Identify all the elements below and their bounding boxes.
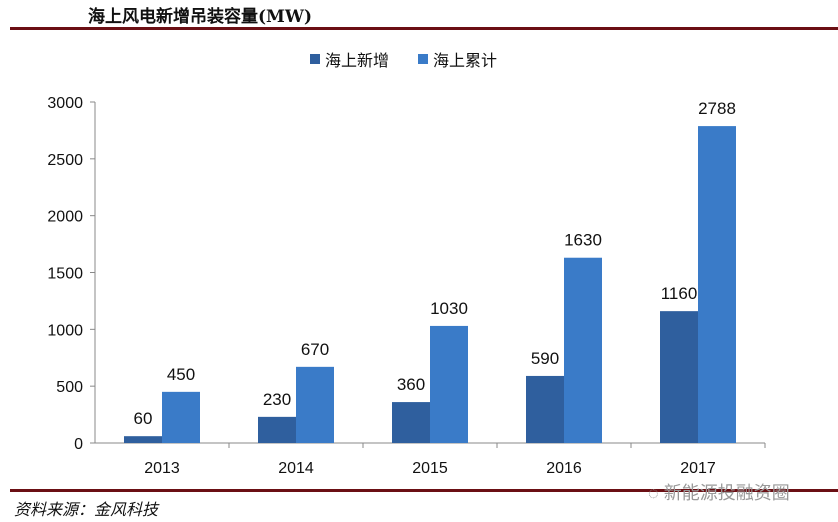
source-note: 资料来源：金风科技 bbox=[14, 500, 159, 519]
data-label: 450 bbox=[167, 365, 195, 384]
x-tick-label: 2017 bbox=[680, 460, 716, 477]
x-tick-label: 2014 bbox=[278, 460, 314, 477]
y-tick-label: 2500 bbox=[47, 152, 83, 169]
x-tick-label: 2013 bbox=[144, 460, 180, 477]
bar-new bbox=[526, 375, 564, 443]
y-tick-label: 3000 bbox=[47, 95, 83, 112]
bar-new bbox=[258, 416, 296, 443]
bottom-divider bbox=[10, 489, 838, 492]
data-label: 230 bbox=[263, 390, 291, 409]
legend-swatch bbox=[418, 54, 428, 64]
page-title: 海上风电新增吊装容量(MW) bbox=[88, 7, 312, 27]
wechat-icon: ◌ bbox=[648, 483, 659, 503]
y-tick-label: 500 bbox=[56, 379, 83, 396]
data-label: 590 bbox=[531, 349, 559, 368]
bar-cumulative bbox=[430, 325, 468, 443]
legend-label: 海上新增 bbox=[325, 52, 389, 70]
legend-swatch bbox=[310, 54, 320, 64]
watermark: ◌ 新能源投融资圈 bbox=[648, 479, 790, 505]
watermark-text: 新能源投融资圈 bbox=[663, 483, 790, 503]
data-label: 1630 bbox=[564, 231, 602, 250]
bar-cumulative bbox=[698, 126, 736, 443]
data-label: 2788 bbox=[698, 99, 736, 118]
data-label: 60 bbox=[134, 409, 153, 428]
y-tick-label: 2000 bbox=[47, 209, 83, 226]
y-tick-label: 0 bbox=[74, 436, 83, 453]
legend-label: 海上累计 bbox=[433, 52, 497, 70]
x-tick-label: 2015 bbox=[412, 460, 448, 477]
bar-new bbox=[660, 311, 698, 443]
bar-new bbox=[392, 402, 430, 443]
bar-cumulative bbox=[296, 366, 334, 443]
bar-cumulative bbox=[564, 257, 602, 443]
data-label: 360 bbox=[397, 375, 425, 394]
top-divider bbox=[10, 27, 838, 30]
y-tick-label: 1500 bbox=[47, 266, 83, 283]
x-tick-label: 2016 bbox=[546, 460, 582, 477]
data-label: 670 bbox=[301, 340, 329, 359]
data-label: 1160 bbox=[661, 284, 698, 303]
bar-new bbox=[124, 436, 162, 443]
data-label: 1030 bbox=[430, 299, 468, 318]
y-tick-label: 1000 bbox=[47, 322, 83, 339]
bar-cumulative bbox=[162, 391, 200, 443]
